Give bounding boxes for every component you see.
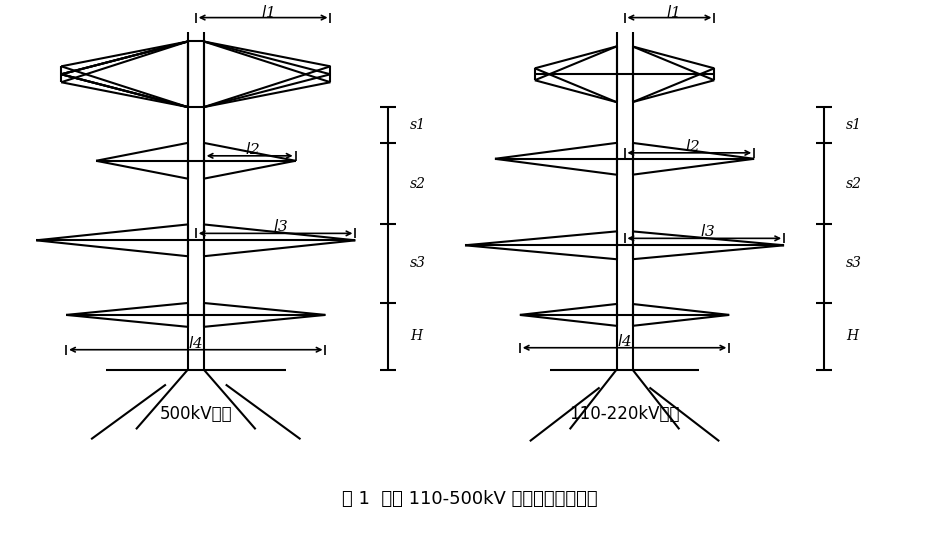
Text: $l$2: $l$2: [245, 141, 260, 157]
Text: 500kV塔型: 500kV塔型: [160, 405, 232, 423]
Text: $l$4: $l$4: [188, 335, 203, 351]
Text: H: H: [410, 329, 422, 343]
Text: s2: s2: [410, 177, 426, 191]
Text: $l$1: $l$1: [261, 4, 274, 20]
Text: H: H: [846, 329, 858, 343]
Text: s2: s2: [846, 177, 862, 191]
Text: s3: s3: [410, 256, 426, 270]
Text: $l$3: $l$3: [273, 219, 289, 234]
Text: $l$2: $l$2: [685, 138, 700, 154]
Text: s1: s1: [846, 118, 862, 132]
Text: 图 1  典型 110-500kV 双回路铁塔示意图: 图 1 典型 110-500kV 双回路铁塔示意图: [342, 490, 598, 508]
Text: s3: s3: [846, 256, 862, 270]
Text: $l$3: $l$3: [699, 223, 715, 239]
Text: 110-220kV塔型: 110-220kV塔型: [570, 405, 680, 423]
Text: $l$4: $l$4: [618, 333, 632, 349]
Text: $l$1: $l$1: [666, 4, 679, 20]
Text: s1: s1: [410, 118, 426, 132]
